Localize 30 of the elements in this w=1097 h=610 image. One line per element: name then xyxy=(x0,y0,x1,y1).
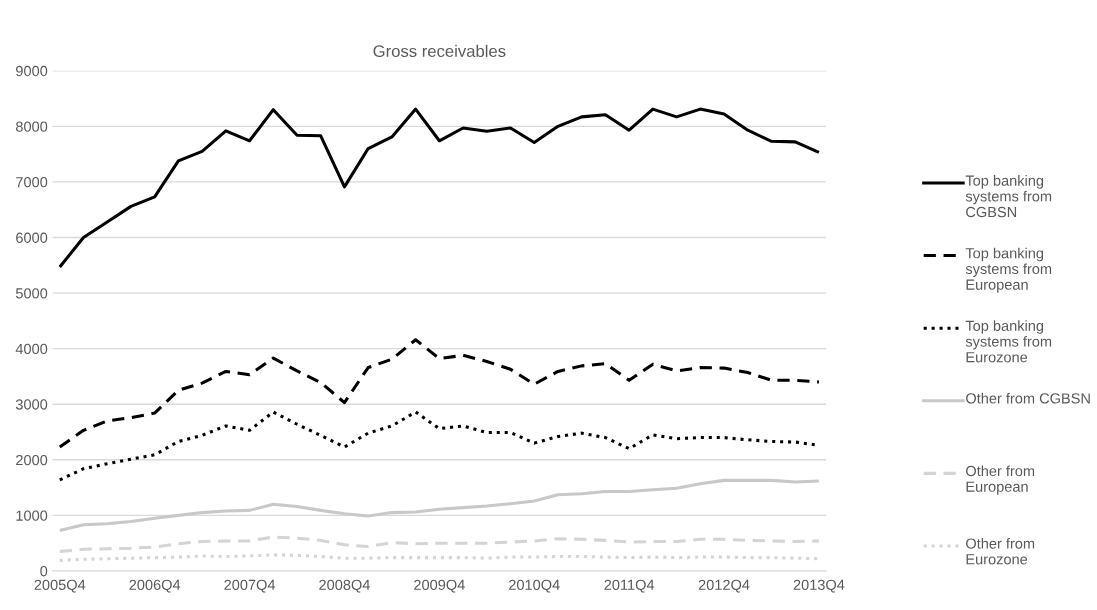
legend-label: Other from European xyxy=(966,465,1035,495)
line-series xyxy=(58,338,821,449)
x-tick-label: 2005Q4 xyxy=(34,579,86,593)
x-tick-label: 2007Q4 xyxy=(224,579,276,593)
legend-label: Other from CGBSN xyxy=(966,392,1090,404)
y-tick-label: 8000 xyxy=(15,121,48,132)
y-tick-label: 3000 xyxy=(15,399,48,410)
x-tick-label: 2009Q4 xyxy=(414,579,465,593)
y-tick-label: 9000 xyxy=(16,65,48,77)
legend-label: Top banking systems from CGBSN xyxy=(965,175,1052,218)
x-tick-label: 2006Q4 xyxy=(129,579,181,593)
x-tick-label: 2013Q4 xyxy=(793,579,845,593)
chart-title: Gross receivables xyxy=(373,44,506,58)
y-tick-label: 2000 xyxy=(16,454,48,466)
legend-label: Top banking systems from European xyxy=(965,247,1052,293)
y-tick-label: 6000 xyxy=(16,232,48,243)
y-tick-label: 5000 xyxy=(15,288,48,299)
y-tick-label: 7000 xyxy=(16,177,48,188)
y-tick-label: 4000 xyxy=(15,343,48,355)
line-series xyxy=(58,107,821,269)
y-tick-label: 1000 xyxy=(16,510,48,521)
x-tick-label: 2008Q4 xyxy=(319,579,370,593)
x-tick-label: 2012Q4 xyxy=(698,579,750,593)
legend-label: Top banking systems from Eurozone xyxy=(965,320,1052,363)
x-tick-label: 2011Q4 xyxy=(604,579,655,593)
y-tick-label: 0 xyxy=(40,566,48,577)
line-series xyxy=(58,478,821,532)
legend-label: Other from Eurozone xyxy=(966,538,1035,565)
x-tick-label: 2010Q4 xyxy=(509,579,560,593)
line-series xyxy=(58,535,821,554)
